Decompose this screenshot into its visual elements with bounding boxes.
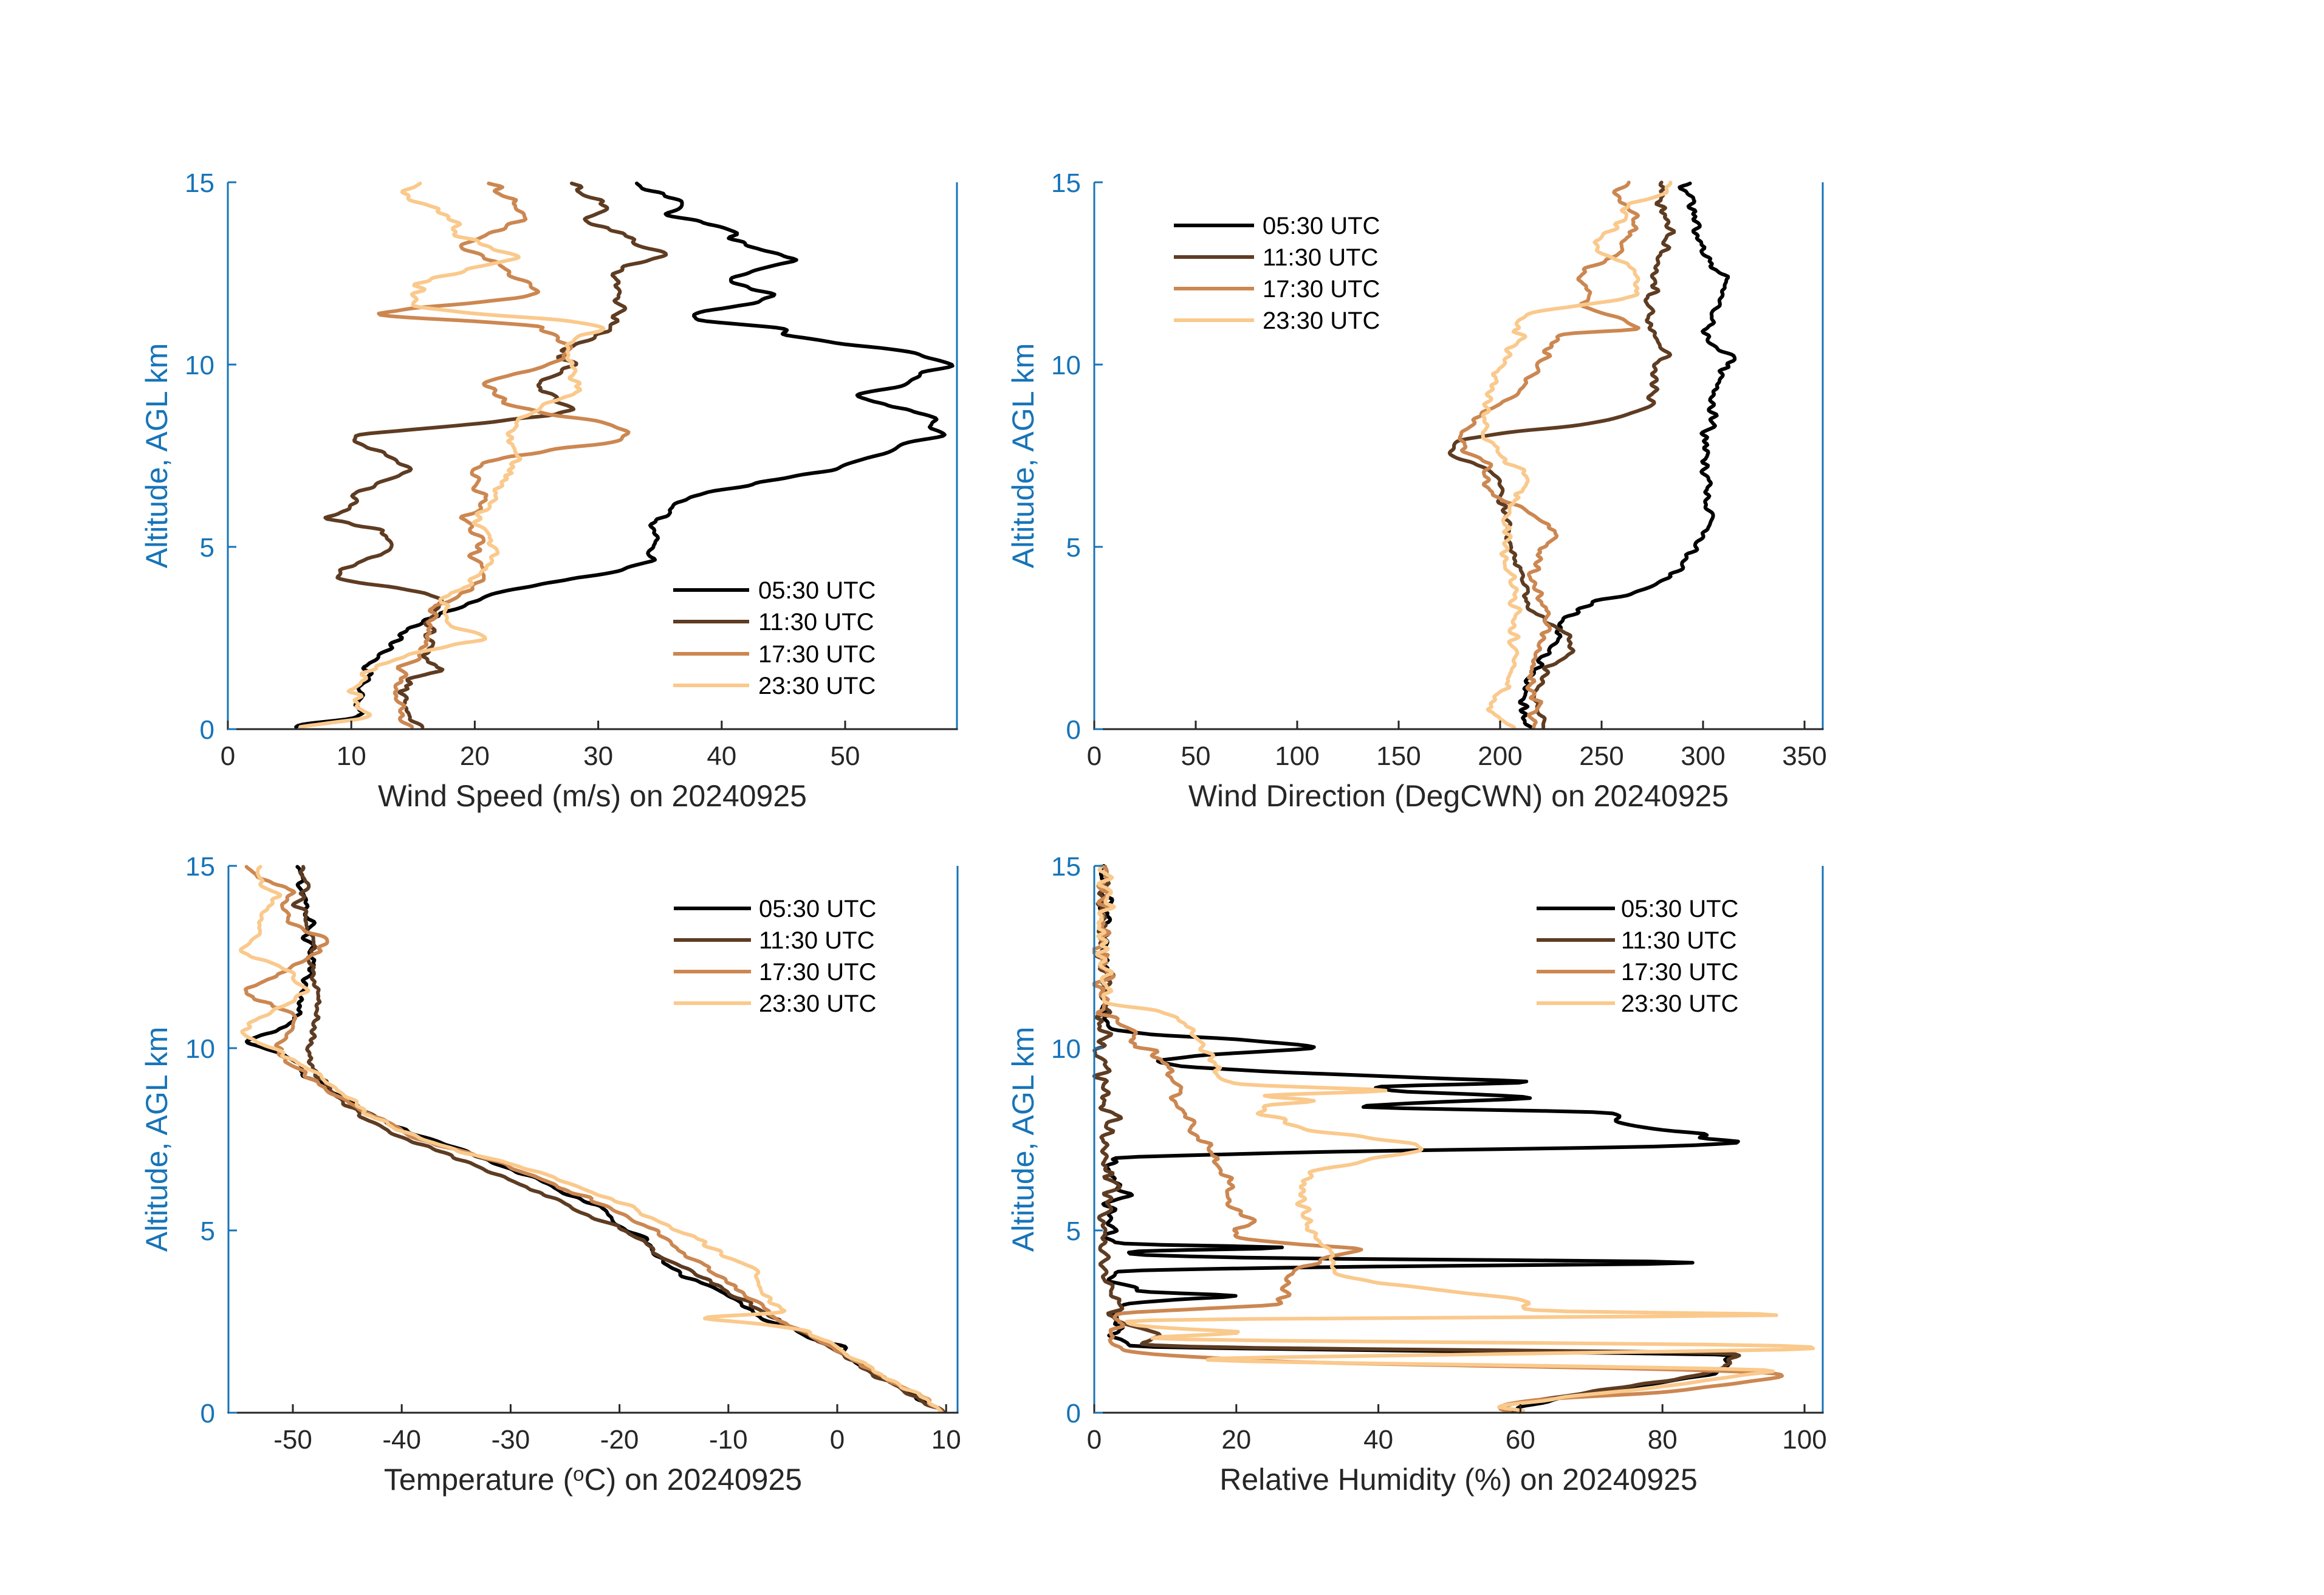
- svg-text:250: 250: [1579, 741, 1623, 771]
- svg-text:10: 10: [185, 351, 214, 380]
- svg-text:80: 80: [1648, 1425, 1678, 1455]
- svg-text:50: 50: [1181, 741, 1211, 771]
- svg-text:10: 10: [1051, 351, 1081, 380]
- svg-text:20: 20: [1221, 1425, 1251, 1455]
- svg-text:10: 10: [337, 741, 366, 771]
- svg-text:23:30 UTC: 23:30 UTC: [759, 990, 876, 1017]
- svg-text:5: 5: [1066, 533, 1081, 563]
- svg-text:17:30 UTC: 17:30 UTC: [758, 641, 876, 668]
- svg-text:17:30 UTC: 17:30 UTC: [1621, 959, 1738, 986]
- svg-text:150: 150: [1376, 741, 1421, 771]
- svg-text:Wind Speed (m/s) on 20240925: Wind Speed (m/s) on 20240925: [378, 779, 807, 813]
- svg-text:300: 300: [1681, 741, 1725, 771]
- svg-text:60: 60: [1506, 1425, 1535, 1455]
- svg-text:23:30 UTC: 23:30 UTC: [1621, 990, 1738, 1017]
- svg-text:200: 200: [1478, 741, 1522, 771]
- svg-text:15: 15: [185, 852, 215, 882]
- svg-text:15: 15: [185, 168, 214, 198]
- svg-text:0: 0: [1066, 715, 1081, 745]
- svg-text:20: 20: [460, 741, 490, 771]
- svg-text:-20: -20: [600, 1425, 639, 1455]
- svg-text:5: 5: [1066, 1216, 1081, 1246]
- svg-text:11:30 UTC: 11:30 UTC: [1263, 244, 1378, 271]
- svg-text:0: 0: [201, 1399, 215, 1429]
- svg-text:10: 10: [185, 1034, 215, 1064]
- svg-text:-40: -40: [382, 1425, 421, 1455]
- svg-text:50: 50: [831, 741, 860, 771]
- svg-text:05:30 UTC: 05:30 UTC: [1621, 896, 1738, 922]
- svg-text:40: 40: [707, 741, 736, 771]
- svg-text:11:30 UTC: 11:30 UTC: [1621, 927, 1736, 954]
- svg-text:23:30 UTC: 23:30 UTC: [1263, 307, 1380, 334]
- svg-text:10: 10: [931, 1425, 961, 1455]
- svg-text:100: 100: [1782, 1425, 1826, 1455]
- svg-text:0: 0: [1087, 1425, 1102, 1455]
- svg-text:-10: -10: [709, 1425, 748, 1455]
- svg-text:15: 15: [1051, 168, 1081, 198]
- svg-text:05:30 UTC: 05:30 UTC: [759, 896, 876, 922]
- svg-text:0: 0: [200, 715, 214, 745]
- svg-text:-30: -30: [492, 1425, 530, 1455]
- svg-text:23:30 UTC: 23:30 UTC: [758, 673, 876, 699]
- svg-text:05:30 UTC: 05:30 UTC: [758, 577, 876, 604]
- svg-text:Altitude, AGL km: Altitude, AGL km: [140, 1027, 174, 1252]
- svg-text:Altitude, AGL km: Altitude, AGL km: [1006, 343, 1040, 569]
- svg-text:0: 0: [830, 1425, 845, 1455]
- svg-text:Relative Humidity (%) on 20240: Relative Humidity (%) on 20240925: [1219, 1463, 1698, 1497]
- svg-text:0: 0: [221, 741, 235, 771]
- svg-text:Altitude, AGL km: Altitude, AGL km: [140, 343, 174, 569]
- svg-text:11:30 UTC: 11:30 UTC: [758, 609, 874, 636]
- svg-text:100: 100: [1275, 741, 1319, 771]
- svg-text:-50: -50: [273, 1425, 312, 1455]
- svg-text:5: 5: [200, 533, 214, 563]
- svg-text:40: 40: [1363, 1425, 1393, 1455]
- svg-text:Altitude, AGL km: Altitude, AGL km: [1006, 1027, 1040, 1252]
- svg-text:0: 0: [1066, 1399, 1081, 1429]
- svg-text:10: 10: [1051, 1034, 1081, 1064]
- svg-text:11:30 UTC: 11:30 UTC: [759, 927, 874, 954]
- svg-text:30: 30: [583, 741, 613, 771]
- svg-text:Temperature (oC) on 20240925: Temperature (oC) on 20240925: [384, 1463, 802, 1497]
- svg-text:05:30 UTC: 05:30 UTC: [1263, 213, 1380, 239]
- svg-text:17:30 UTC: 17:30 UTC: [759, 959, 876, 986]
- svg-text:350: 350: [1782, 741, 1826, 771]
- svg-text:Wind Direction (DegCWN) on 202: Wind Direction (DegCWN) on 20240925: [1188, 779, 1729, 813]
- svg-text:5: 5: [201, 1216, 215, 1246]
- svg-text:15: 15: [1051, 852, 1081, 882]
- svg-text:0: 0: [1087, 741, 1102, 771]
- svg-text:17:30 UTC: 17:30 UTC: [1263, 276, 1380, 303]
